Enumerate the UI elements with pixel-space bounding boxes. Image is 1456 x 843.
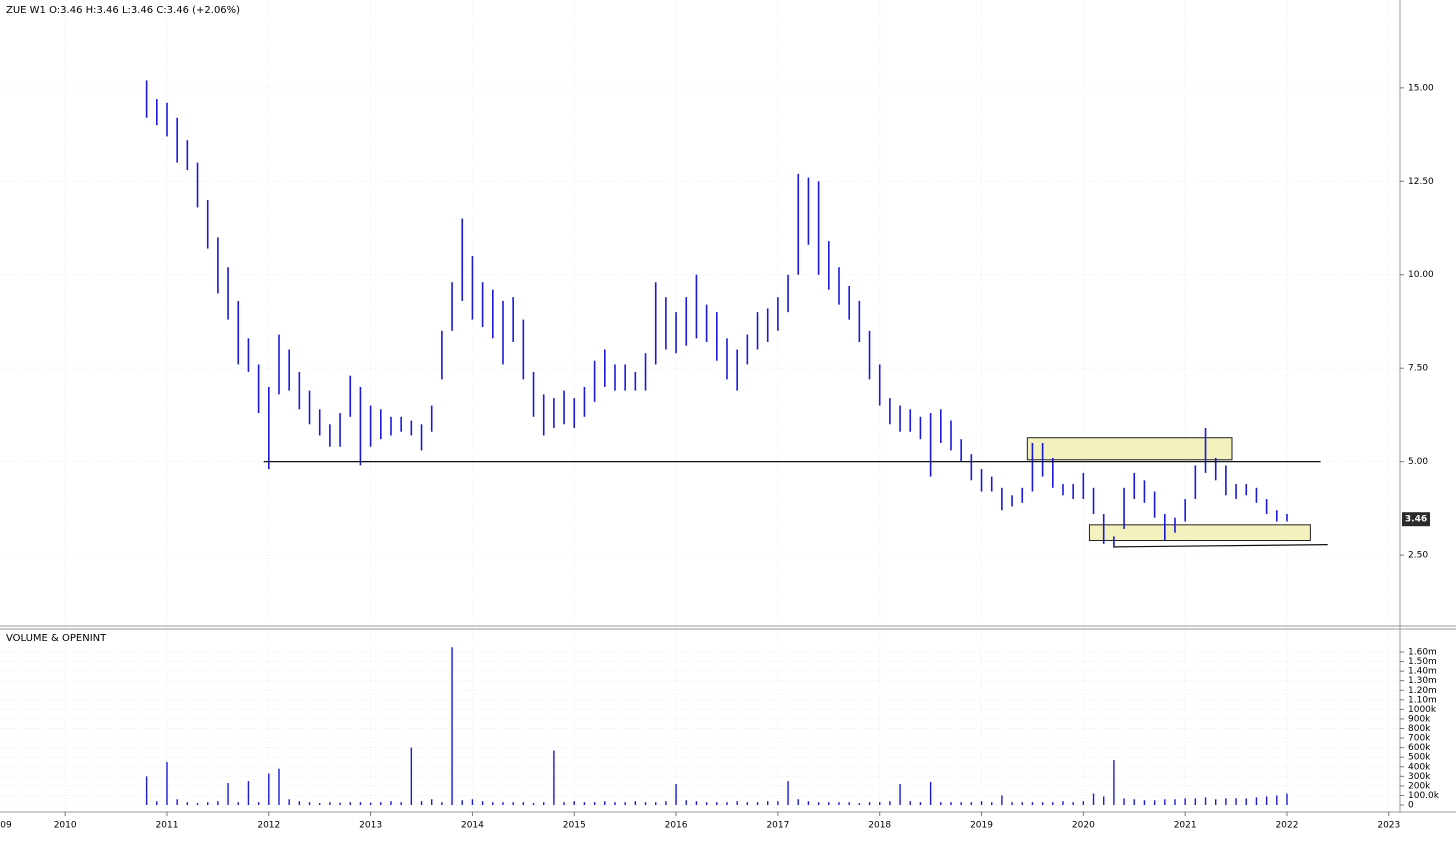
- y-tick-label: 12.50: [1408, 177, 1434, 187]
- axes-layer: 09 2010 2011 2012 2013 2014 2015 2016 2017 2018 20…: [0, 83, 1440, 831]
- y-tick-label: 5.00: [1408, 457, 1428, 467]
- volume-y-tick-label: 1.20m: [1408, 686, 1437, 696]
- volume-y-tick-label: 900k: [1408, 714, 1431, 724]
- x-tick-label: 2012: [257, 821, 280, 831]
- x-tick-label: 2010: [54, 821, 77, 831]
- marks-layer: [145, 80, 1328, 806]
- x-tick-label: 2014: [461, 821, 484, 831]
- x-tick-label: 2011: [156, 821, 179, 831]
- y-tick-label: 10.00: [1408, 270, 1434, 280]
- volume-y-tick-label: 1.10m: [1408, 695, 1437, 705]
- volume-y-tick-label: 1.60m: [1408, 647, 1437, 657]
- x-tick-label: 2013: [359, 821, 382, 831]
- x-tick-label: 2018: [868, 821, 891, 831]
- volume-y-tick-label: 1.40m: [1408, 667, 1437, 677]
- x-tick-label: 2019: [970, 821, 993, 831]
- volume-y-tick-label: 1.50m: [1408, 657, 1437, 667]
- volume-y-tick-label: 200k: [1408, 781, 1431, 791]
- zone-box: [1026, 437, 1233, 461]
- zone-box: [1088, 524, 1311, 542]
- volume-y-tick-label: 500k: [1408, 753, 1431, 763]
- x-tick-label: 2017: [766, 821, 789, 831]
- volume-y-tick-label: 800k: [1408, 724, 1431, 734]
- x-tick-label: 2021: [1174, 821, 1197, 831]
- trend-line: [1113, 544, 1328, 548]
- x-tick-label: 2020: [1072, 821, 1095, 831]
- volume-y-tick-label: 400k: [1408, 762, 1431, 772]
- x-tick-label: 2016: [665, 821, 688, 831]
- volume-y-tick-label: 1000k: [1408, 705, 1437, 715]
- volume-y-tick-label: 600k: [1408, 743, 1431, 753]
- x-tick-label: 2023: [1377, 821, 1400, 831]
- y-tick-label: 2.50: [1408, 551, 1428, 561]
- grid-layer: [0, 0, 1400, 812]
- last-price-label: 3.46: [1405, 515, 1427, 525]
- volume-y-tick-label: 300k: [1408, 772, 1431, 782]
- volume-y-tick-label: 1.30m: [1408, 676, 1437, 686]
- x-tick-label: 2015: [563, 821, 586, 831]
- symbol-legend: ZUE W1 O:3.46 H:3.46 L:3.46 C:3.46 (+2.0…: [6, 5, 240, 16]
- volume-title: VOLUME & OPENINT: [6, 633, 107, 644]
- y-tick-label: 15.00: [1408, 83, 1434, 93]
- last-price-tag: [1402, 512, 1430, 527]
- y-tick-label: 7.50: [1408, 364, 1428, 374]
- volume-y-tick-label: 700k: [1408, 734, 1431, 744]
- x-tick-label: 2022: [1276, 821, 1299, 831]
- volume-y-tick-label: 100.0k: [1408, 791, 1440, 801]
- volume-y-tick-label: 0: [1408, 801, 1414, 811]
- x-tick-label: 09: [0, 821, 12, 831]
